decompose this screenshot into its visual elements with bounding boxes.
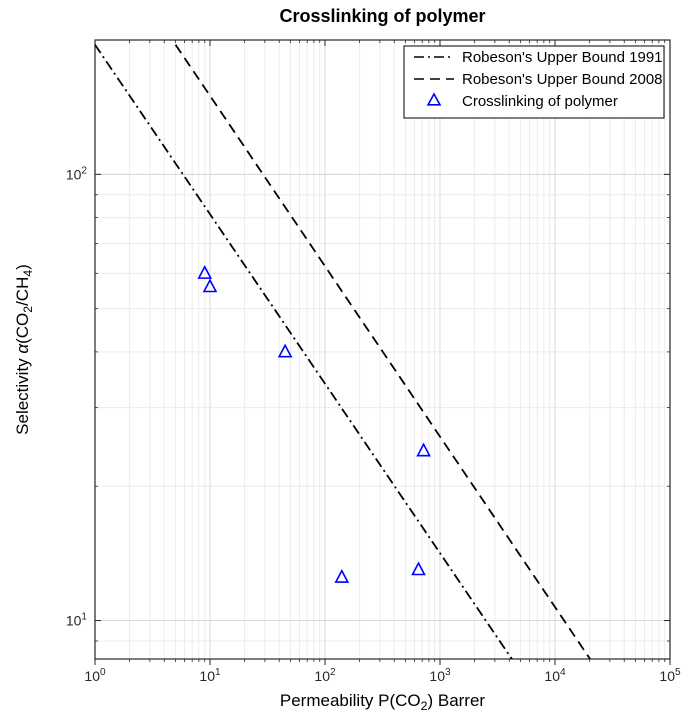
legend: Robeson's Upper Bound 1991 Robeson's Uppe…	[404, 46, 664, 118]
chart-svg: 100101102103104105101102Crosslinking of …	[0, 0, 685, 724]
chart-title: Crosslinking of polymer	[279, 6, 485, 26]
x-axis-label: Permeability P(CO2) Barrer	[280, 691, 486, 713]
plot-area	[95, 40, 670, 659]
legend-label-2008: Robeson's Upper Bound 2008	[462, 71, 663, 88]
legend-label-data: Crosslinking of polymer	[462, 93, 618, 110]
chart-container: 100101102103104105101102Crosslinking of …	[0, 0, 685, 724]
y-axis-label: Selectivity α(CO2/CH4)	[13, 264, 35, 435]
legend-label-1991: Robeson's Upper Bound 1991	[462, 49, 663, 66]
